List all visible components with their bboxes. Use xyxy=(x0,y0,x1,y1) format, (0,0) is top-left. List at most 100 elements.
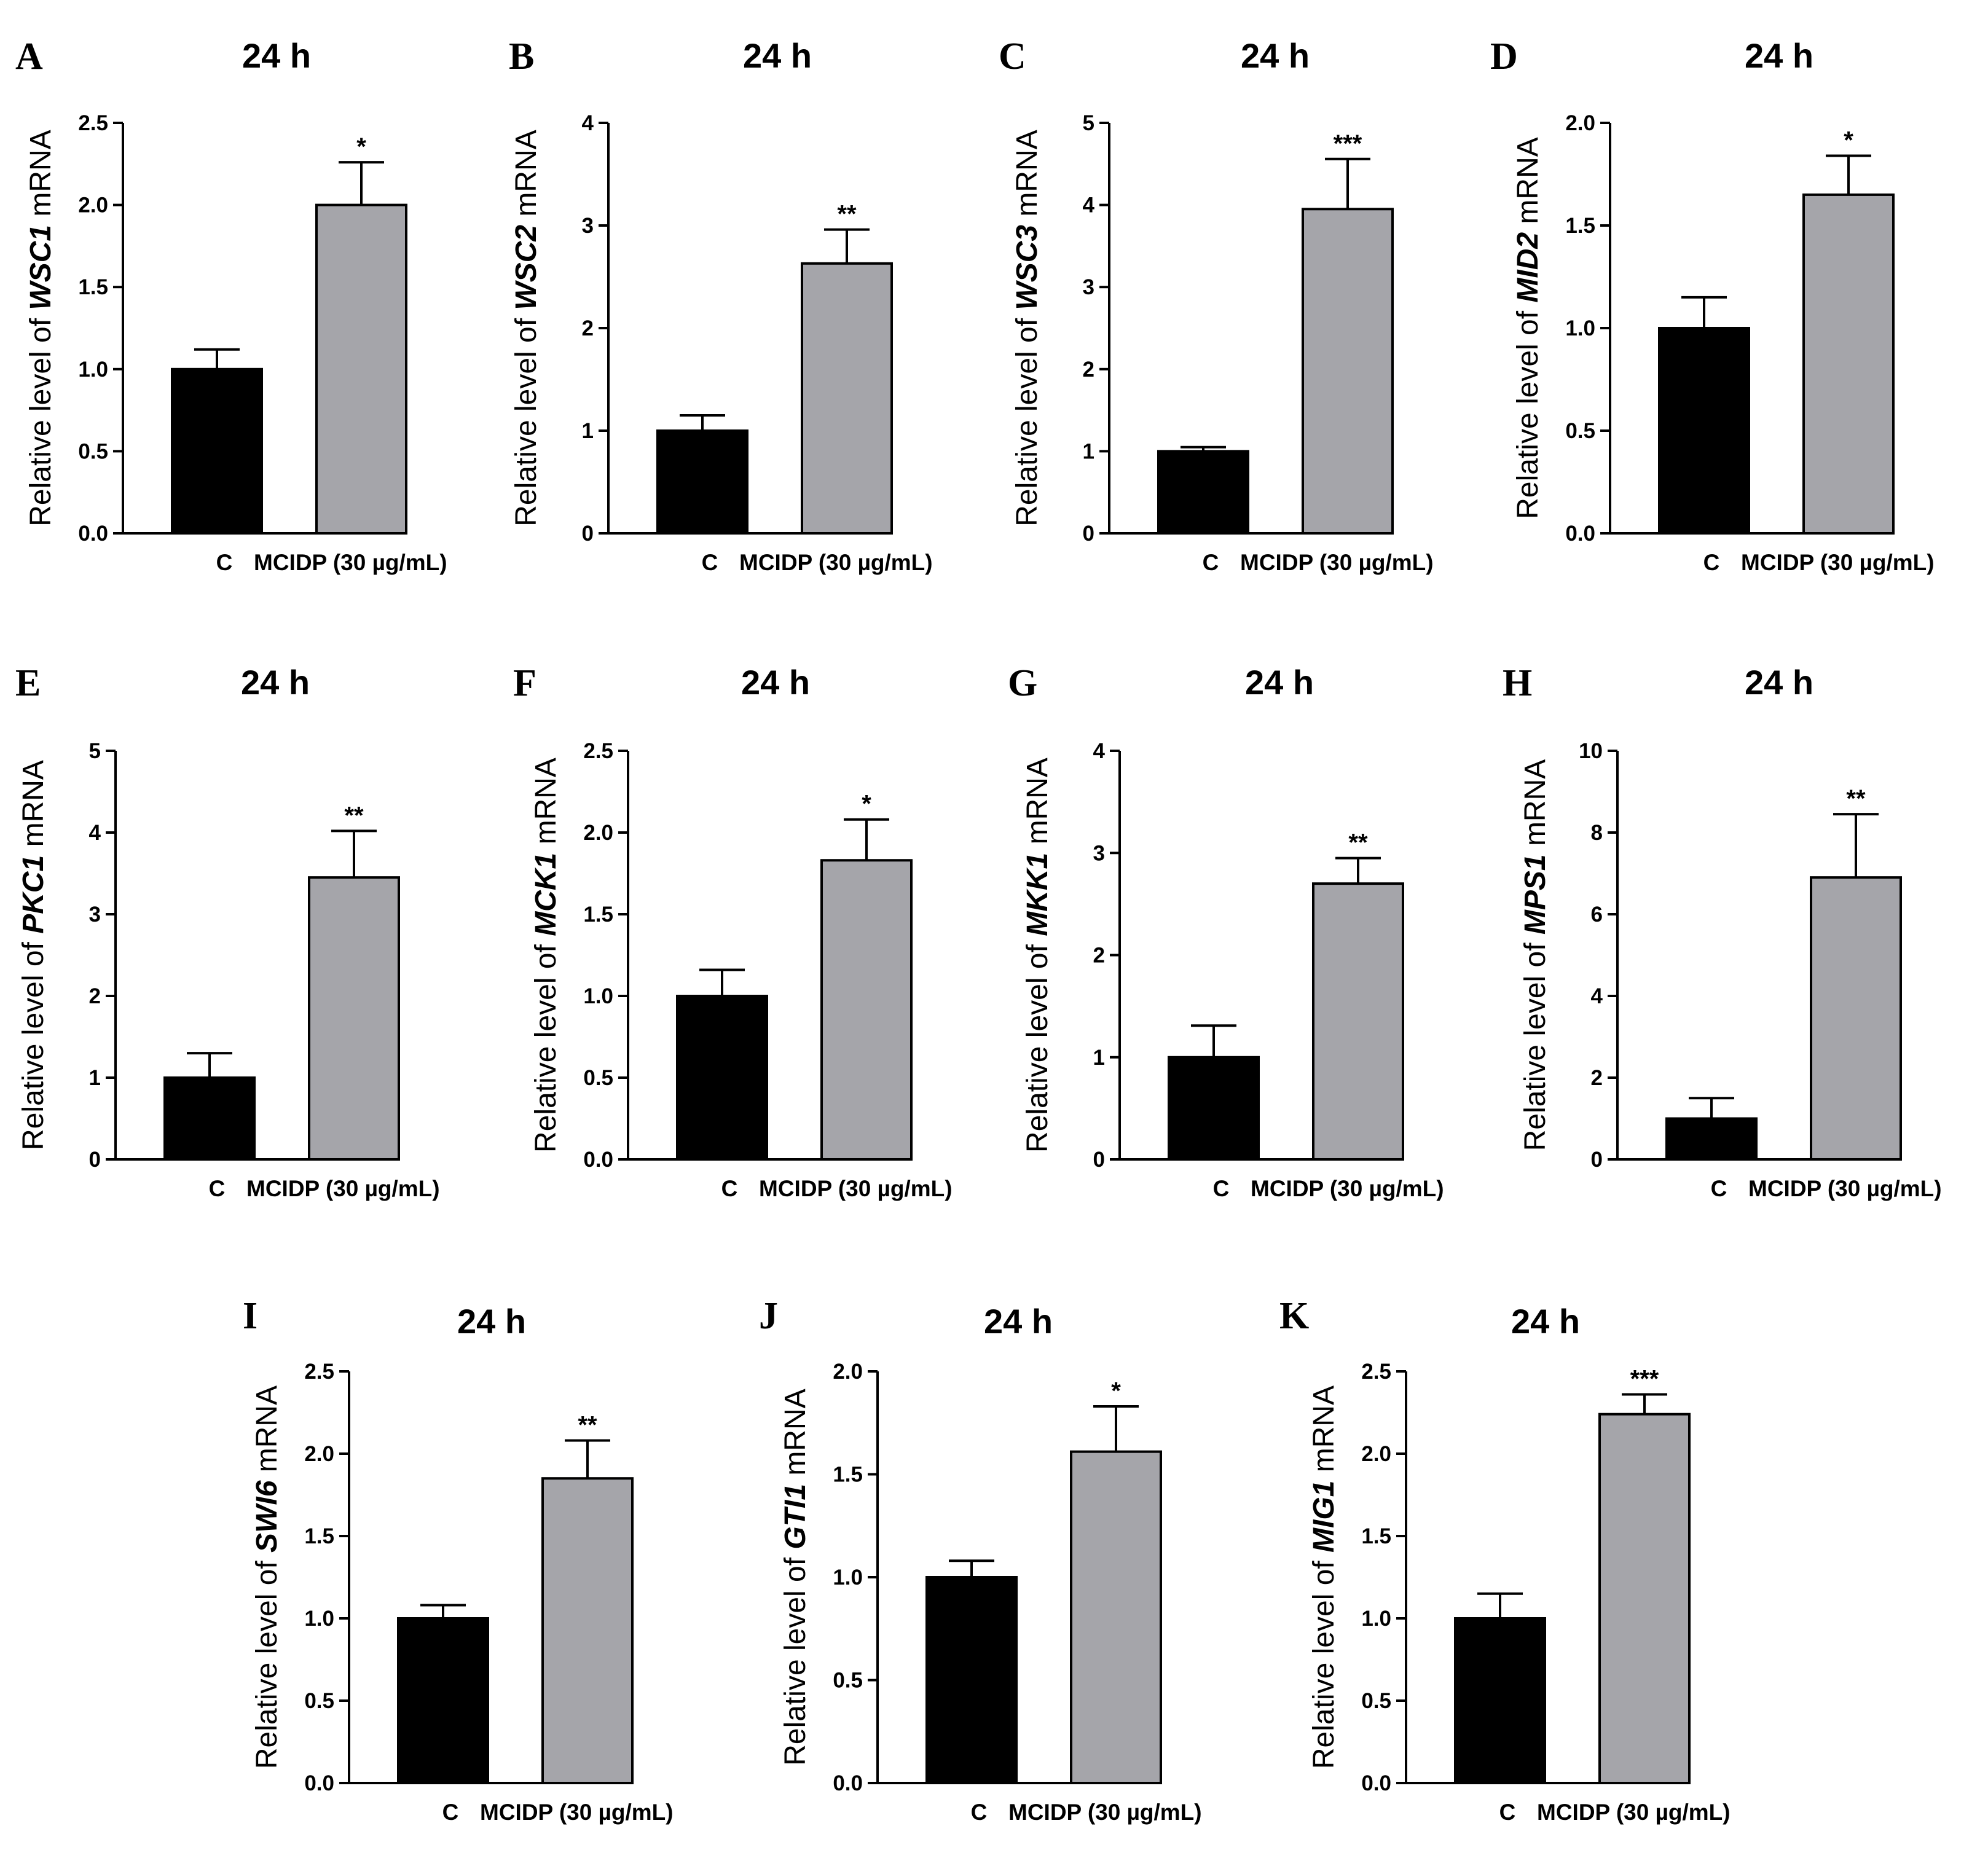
bar-c-control xyxy=(1157,450,1249,535)
y-tick-label-e: 1 xyxy=(89,1066,101,1090)
y-tick-label-h: 2 xyxy=(1591,1066,1603,1090)
bar-e-control xyxy=(163,1076,256,1161)
y-tick-label-e: 3 xyxy=(89,903,101,927)
y-axis-label-gene: MPS1 xyxy=(1519,854,1552,935)
category-label-control-h: C xyxy=(1711,1176,1727,1201)
panel-h: H 24 h 0 2 4 6 8 10 Relative level of MPS1 mRNA *… xyxy=(1503,662,1942,1201)
y-axis-label-gene: SWI6 xyxy=(251,1480,283,1553)
y-axis-label-gene: MIG1 xyxy=(1308,1481,1340,1553)
panel-letter-h: H xyxy=(1503,662,1532,704)
category-label-mcidp-d: MCIDP (30 µg/mL) xyxy=(1741,550,1935,575)
bar-k-control xyxy=(1454,1617,1546,1784)
y-tick-label-i: 1.0 xyxy=(304,1607,334,1631)
y-axis-label-d: Relative level of MID2 mRNA xyxy=(1512,137,1544,519)
y-axis-label-prefix: Relative level of xyxy=(1512,303,1544,519)
panel-e: E 24 h 0 1 2 3 4 5 Relative level of PKC1 mRNA **… xyxy=(15,662,440,1201)
y-axis-label-prefix: Relative level of xyxy=(510,310,543,527)
y-axis-label-suffix: mRNA xyxy=(1519,759,1552,855)
panel-letter-g: G xyxy=(1008,662,1037,704)
y-axis-label-gene: MID2 xyxy=(1512,232,1544,303)
y-tick-label-d: 1.5 xyxy=(1565,214,1595,238)
y-tick-label-b: 1 xyxy=(582,419,594,443)
significance-f: * xyxy=(862,791,871,818)
y-tick-label-k: 2.5 xyxy=(1361,1360,1391,1384)
y-tick-label-k: 2.0 xyxy=(1361,1442,1391,1466)
bar-j-mcidp xyxy=(1070,1450,1162,1784)
category-label-control-a: C xyxy=(216,550,233,575)
y-tick-label-k: 1.0 xyxy=(1361,1607,1391,1631)
y-tick-label-g: 3 xyxy=(1093,841,1105,865)
panel-letter-k: K xyxy=(1279,1295,1309,1337)
bar-f-control xyxy=(676,995,768,1161)
category-label-mcidp-e: MCIDP (30 µg/mL) xyxy=(246,1176,440,1201)
y-axis-label-a: Relative level of WSC1 mRNA xyxy=(25,130,57,527)
bar-a-mcidp xyxy=(315,203,407,535)
panel-k: K 24 h 0.0 0.5 1.0 1.5 2.0 2.5 Relative level of… xyxy=(1279,1295,1731,1825)
y-axis-label-prefix: Relative level of xyxy=(17,934,50,1150)
y-axis-label-suffix: mRNA xyxy=(510,130,543,225)
bar-b-control xyxy=(656,429,748,535)
y-tick-label-d: 1.0 xyxy=(1565,316,1595,340)
significance-d: * xyxy=(1844,127,1853,154)
y-tick-label-e: 0 xyxy=(89,1148,101,1172)
y-axis-label-prefix: Relative level of xyxy=(1021,936,1054,1153)
panel-letter-b: B xyxy=(509,36,534,77)
category-label-control-c: C xyxy=(1203,550,1219,575)
significance-h: ** xyxy=(1846,785,1866,812)
category-label-control-j: C xyxy=(971,1800,988,1825)
y-tick-label-c: 2 xyxy=(1083,358,1094,382)
significance-j: * xyxy=(1111,1378,1121,1405)
y-tick-label-f: 0.5 xyxy=(583,1066,613,1090)
y-axis-label-k: Relative level of MIG1 mRNA xyxy=(1308,1386,1340,1769)
significance-c: *** xyxy=(1334,130,1362,157)
chart-title-h: 24 h xyxy=(1745,663,1813,702)
panel-g: G 24 h 0 1 2 3 4 Relative level of MKK1 mRNA ** C… xyxy=(1008,662,1444,1201)
panel-i: I 24 h 0.0 0.5 1.0 1.5 2.0 2.5 Relative level of… xyxy=(243,1295,674,1825)
y-axis-label-prefix: Relative level of xyxy=(251,1553,283,1769)
y-axis-label-j: Relative level of GTI1 mRNA xyxy=(779,1389,812,1766)
bar-d-mcidp xyxy=(1802,193,1895,535)
y-axis-label-gene: MCK1 xyxy=(530,853,562,936)
y-tick-label-i: 0.5 xyxy=(304,1689,334,1713)
y-tick-label-a: 0.0 xyxy=(78,522,108,546)
y-axis-label-suffix: mRNA xyxy=(530,758,562,853)
y-tick-label-a: 1.5 xyxy=(78,275,108,299)
y-tick-label-c: 0 xyxy=(1083,522,1094,546)
y-tick-label-f: 2.5 xyxy=(583,739,613,763)
y-tick-label-k: 1.5 xyxy=(1361,1524,1391,1548)
panel-letter-e: E xyxy=(15,662,41,704)
bar-a-control xyxy=(171,367,263,535)
y-tick-label-g: 1 xyxy=(1093,1046,1105,1070)
chart-title-k: 24 h xyxy=(1511,1302,1580,1341)
y-tick-label-c: 5 xyxy=(1083,111,1094,135)
bar-h-control xyxy=(1665,1117,1758,1161)
bar-d-control xyxy=(1658,327,1750,535)
y-tick-label-c: 4 xyxy=(1083,194,1095,218)
category-label-control-d: C xyxy=(1703,550,1720,575)
panel-f: F 24 h 0.0 0.5 1.0 1.5 2.0 2.5 Relative level of… xyxy=(513,662,953,1201)
chart-title-e: 24 h xyxy=(241,663,310,702)
y-axis-label-c: Relative level of WSC3 mRNA xyxy=(1011,130,1043,527)
panel-d: D 24 h 0.0 0.5 1.0 1.5 2.0 Relative level of MI… xyxy=(1490,36,1935,575)
y-tick-label-g: 0 xyxy=(1093,1148,1105,1172)
bar-i-mcidp xyxy=(541,1477,634,1784)
significance-i: ** xyxy=(578,1412,597,1439)
y-tick-label-k: 0.5 xyxy=(1361,1689,1391,1713)
category-label-mcidp-k: MCIDP (30 µg/mL) xyxy=(1537,1800,1731,1825)
chart-title-c: 24 h xyxy=(1241,36,1310,75)
y-axis-label-b: Relative level of WSC2 mRNA xyxy=(510,130,543,527)
bar-c-mcidp xyxy=(1302,208,1394,535)
y-tick-label-e: 2 xyxy=(89,984,101,1008)
y-axis-label-suffix: mRNA xyxy=(779,1389,812,1484)
bar-e-mcidp xyxy=(308,876,400,1161)
y-tick-label-j: 0.5 xyxy=(833,1669,863,1693)
y-tick-label-c: 3 xyxy=(1083,275,1094,299)
y-tick-label-j: 1.0 xyxy=(833,1566,863,1589)
y-axis-label-gene: WSC1 xyxy=(25,225,57,310)
y-tick-label-k: 0.0 xyxy=(1361,1771,1391,1795)
y-axis-label-prefix: Relative level of xyxy=(1519,935,1552,1151)
y-axis-label-f: Relative level of MCK1 mRNA xyxy=(530,758,562,1153)
category-label-mcidp-g: MCIDP (30 µg/mL) xyxy=(1251,1176,1444,1201)
panel-letter-c: C xyxy=(999,36,1026,77)
